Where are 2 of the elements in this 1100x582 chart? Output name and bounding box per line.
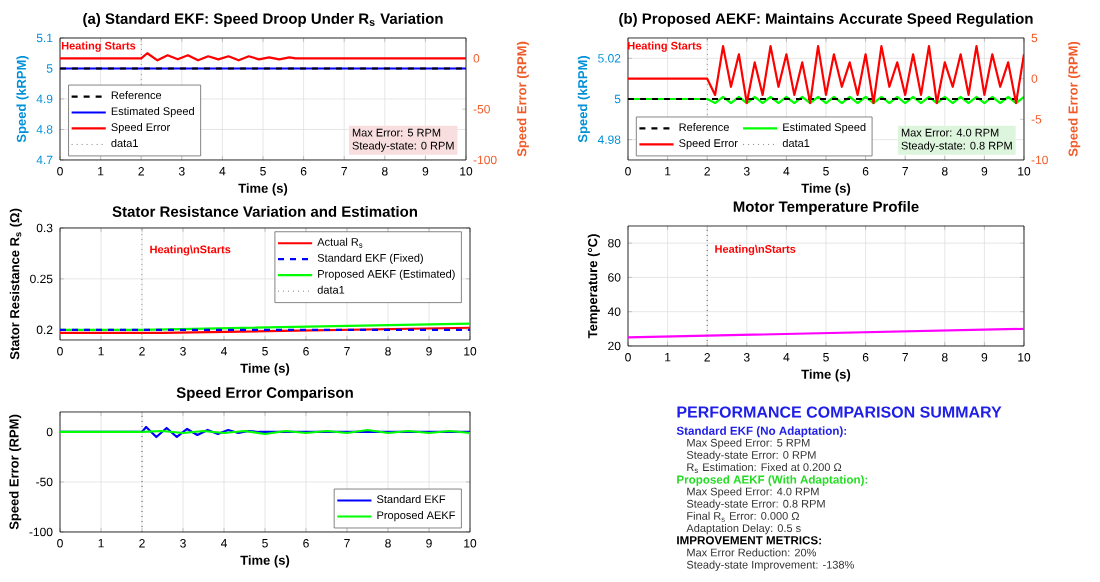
text: PERFORMANCE COMPARISON SUMMARY [677,406,1002,418]
line-series [627,45,1024,105]
